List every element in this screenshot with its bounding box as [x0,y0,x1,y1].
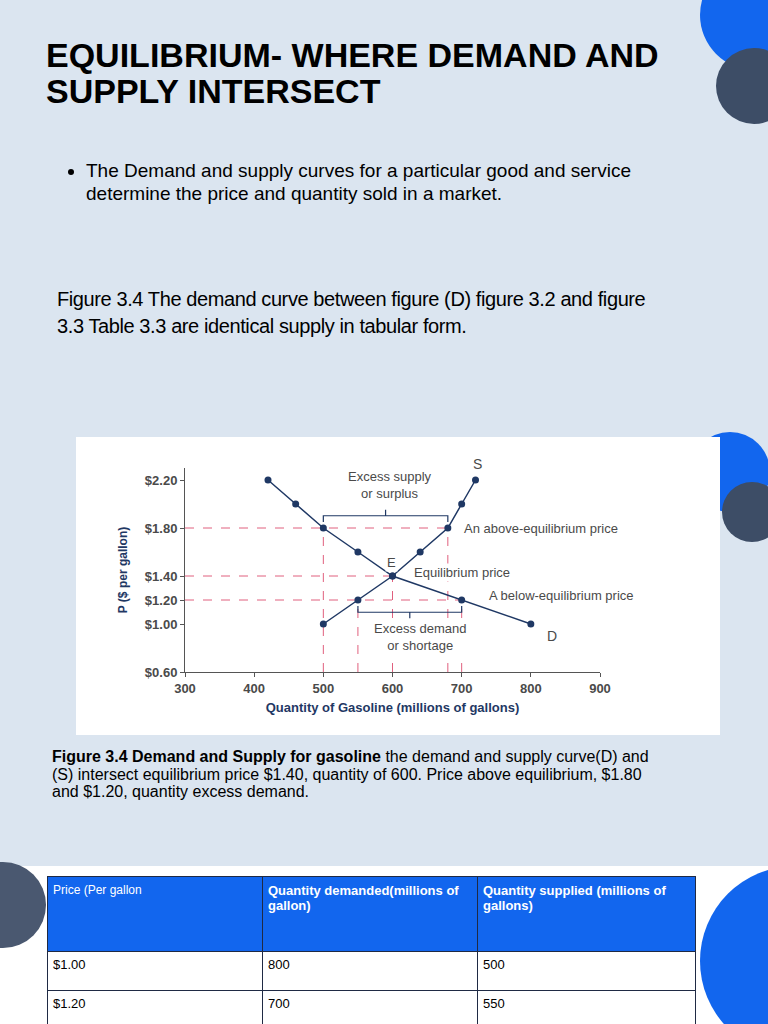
svg-text:$1.80: $1.80 [145,521,178,536]
html-text:Figure 3.4 Demand and Supply f: Figure 3.4 Demand and Supply for gasolin… [52,748,649,801]
svg-text:D: D [547,628,557,644]
svg-text:Quantity of Gasoline (millions: Quantity of Gasoline (millions of gallon… [266,700,520,715]
svg-text:E: E [387,555,396,570]
svg-text:700: 700 [451,681,473,696]
svg-text:$1.40: $1.40 [145,569,178,584]
svg-text:900: 900 [589,681,611,696]
html-text:500: 500 [483,957,505,972]
html-text:$1.00: $1.00 [53,957,86,972]
html-text:700: 700 [268,996,290,1011]
html-text:Quantity supplied (millions of: Quantity supplied (millions of gallons) [483,883,666,913]
svg-text:An above-equilibrium price: An above-equilibrium price [464,521,618,536]
svg-text:S: S [473,456,482,472]
html-text:Figure 3.4 The demand curve be: Figure 3.4 The demand curve between figu… [57,288,646,337]
svg-text:$1.00: $1.00 [145,617,178,632]
html-text:800: 800 [268,957,290,972]
svg-text:500: 500 [312,681,334,696]
html-text:550: 550 [483,996,505,1011]
svg-text:300: 300 [174,681,196,696]
html-text:The Demand and supply curves f: The Demand and supply curves for a parti… [86,160,631,204]
html-text:Quantity demanded(millions of: Quantity demanded(millions of gallon) [268,883,459,913]
svg-text:400: 400 [243,681,265,696]
html-text:$1.20: $1.20 [53,996,86,1011]
svg-text:600: 600 [382,681,404,696]
svg-text:A below-equilibrium price: A below-equilibrium price [489,588,634,603]
svg-text:$2.20: $2.20 [145,473,178,488]
svg-text:P ($ per gallon): P ($ per gallon) [116,527,130,613]
svg-text:800: 800 [520,681,542,696]
svg-text:Excess demandor shortage: Excess demandor shortage [374,621,467,653]
html-text:Price (Per gallon: Price (Per gallon [53,883,142,897]
svg-text:$0.60: $0.60 [145,665,178,680]
svg-text:$1.20: $1.20 [145,593,178,608]
html-text:EQUILIBRIUM- WHERE DEMAND AND: EQUILIBRIUM- WHERE DEMAND AND SUPPLY INT… [46,36,659,110]
svg-text:Excess supplyor surplus: Excess supplyor surplus [348,469,432,501]
svg-text:Equilibrium price: Equilibrium price [414,565,510,580]
